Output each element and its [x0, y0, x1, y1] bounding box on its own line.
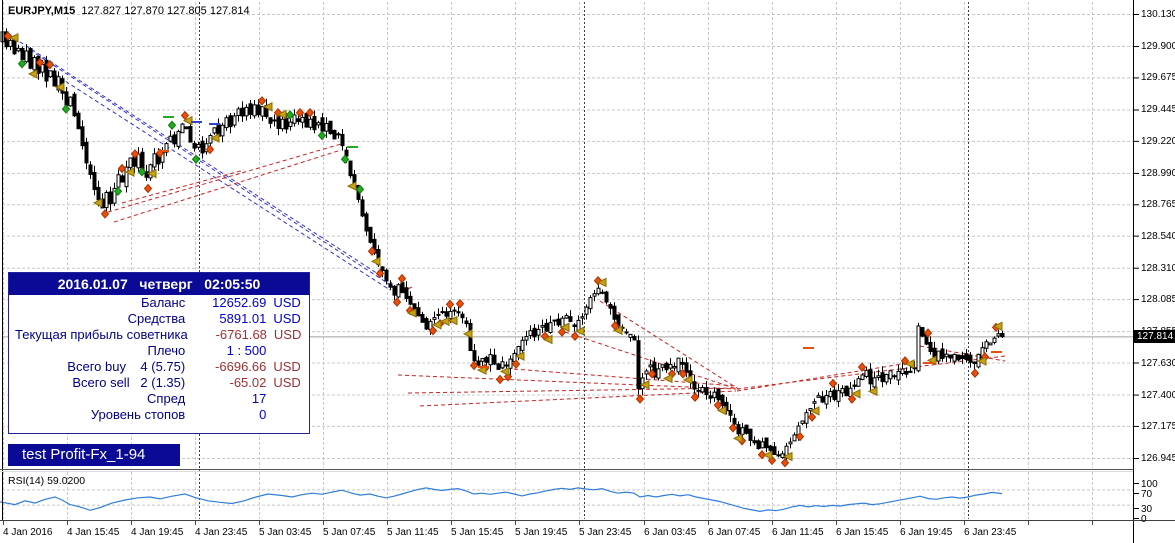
- panel-row: Средства 5891.01 USD: [9, 311, 309, 327]
- panel-row-unit: [266, 407, 309, 423]
- panel-row-unit: USD: [273, 295, 301, 310]
- panel-row-label: Текущая прибыль советника: [15, 327, 188, 342]
- price-axis-label: 127.175: [1141, 420, 1175, 432]
- time-axis-label: 4 Jan 2016: [3, 527, 53, 538]
- rsi-axis-label: 0: [1141, 514, 1147, 525]
- panel-row-value: 5891.01: [219, 311, 267, 326]
- time-axis-label: 4 Jan 15:45: [67, 527, 120, 538]
- panel-row: Всего sell 2 (1.35) -65.02 USD: [9, 375, 309, 391]
- panel-row-unit: USD: [273, 359, 301, 374]
- rsi-line: [0, 487, 1003, 513]
- time-axis-label: 5 Jan 23:45: [579, 527, 632, 538]
- current-price-box: 127.814: [1134, 330, 1175, 343]
- price-axis-label: 129.900: [1141, 41, 1175, 53]
- price-axis-label: 130.130: [1141, 9, 1175, 20]
- trendline-layer: [13, 37, 1006, 407]
- price-axis-label: 129.675: [1141, 72, 1175, 84]
- chart-title: EURJPY,M15 127.827 127.870 127.805 127.8…: [8, 5, 250, 17]
- panel-row-unit: USD: [273, 327, 302, 342]
- panel-row-unit: USD: [273, 375, 301, 390]
- price-axis-label: 126.945: [1141, 452, 1175, 464]
- day-separator-layer: [199, 2, 969, 519]
- panel-row-label: Средства: [127, 311, 186, 326]
- panel-row-label: Уровень стопов: [90, 407, 186, 422]
- panel-rows: Баланс 12652.69 USD Средства 5891.01 USD Текущ…: [9, 295, 309, 423]
- panel-row-label: Спред: [147, 391, 186, 406]
- panel-row-value: 17: [251, 391, 267, 406]
- price-axis-label: 128.310: [1141, 262, 1175, 274]
- time-axis-label: 5 Jan 03:45: [259, 527, 312, 538]
- panel-row-value: -6696.66: [215, 359, 267, 374]
- panel-row: Текущая прибыль советника -6761.68 USD: [9, 327, 309, 343]
- panel-header-datetime: 2016.01.07 четверг 02:05:50: [9, 273, 309, 295]
- time-axis-label: 4 Jan 19:45: [131, 527, 184, 538]
- time-axis-label: 5 Jan 15:45: [451, 527, 504, 538]
- rsi-axis-label: 100: [1141, 479, 1158, 490]
- price-axis-label: 129.445: [1141, 104, 1175, 116]
- symbol-period-label: EURJPY,M15: [8, 5, 76, 17]
- time-axis-label: 5 Jan 19:45: [515, 527, 568, 538]
- price-axis-label: 127.400: [1141, 389, 1175, 401]
- price-axis-label: 128.765: [1141, 199, 1175, 211]
- price-axis-label: 128.540: [1141, 230, 1175, 242]
- panel-row-label: Всего sell 2 (1.35): [72, 375, 186, 390]
- time-axis-label: 6 Jan 15:45: [836, 527, 889, 538]
- price-axis-label: 129.220: [1141, 135, 1175, 147]
- signal-markers-layer: [3, 31, 1003, 468]
- rsi-axis-label: 30: [1141, 504, 1153, 515]
- panel-row: Уровень стопов 0: [9, 407, 309, 423]
- grid-layer: [2, 2, 1133, 519]
- panel-row-value: -6761.68: [215, 327, 267, 342]
- panel-row-value: -65.02: [229, 375, 267, 390]
- panel-row: Всего buy 4 (5.75) -6696.66 USD: [9, 359, 309, 375]
- time-axis-label: 6 Jan 07:45: [708, 527, 761, 538]
- time-axis-label: 6 Jan 03:45: [644, 527, 697, 538]
- panel-row: Спред 17: [9, 391, 309, 407]
- ea-info-panel: 2016.01.07 четверг 02:05:50 Баланс 12652.…: [8, 272, 310, 434]
- time-axis-label: 4 Jan 23:45: [195, 527, 248, 538]
- ea-name-badge: test Profit-Fx_1-94: [8, 444, 180, 466]
- panel-row-label: Плечо: [147, 343, 186, 358]
- panel-row-unit: [266, 391, 309, 407]
- time-axis-label: 6 Jan 23:45: [964, 527, 1017, 538]
- rsi-indicator-label: RSI(14) 59.0200: [8, 475, 86, 487]
- time-axis-label: 5 Jan 07:45: [323, 527, 376, 538]
- rsi-axis-label: 70: [1141, 489, 1153, 500]
- price-axis-label: 127.630: [1141, 357, 1175, 369]
- time-axis-label: 6 Jan 19:45: [900, 527, 953, 538]
- panel-row: Баланс 12652.69 USD: [9, 295, 309, 311]
- ohlc-values: 127.827 127.870 127.805 127.814: [81, 5, 250, 17]
- panel-row-unit: [266, 343, 309, 359]
- panel-row: Плечо 1 : 500: [9, 343, 309, 359]
- panel-row-value: 1 : 500: [226, 343, 267, 358]
- price-axis-label: 128.990: [1141, 167, 1175, 179]
- panel-row-value: 12652.69: [212, 295, 267, 310]
- panel-row-label: Баланс: [140, 295, 186, 310]
- panel-row-label: Всего buy 4 (5.75): [67, 359, 186, 374]
- panel-row-unit: USD: [273, 311, 301, 326]
- panel-row-value: 0: [259, 407, 267, 422]
- time-axis-label: 6 Jan 11:45: [772, 527, 824, 538]
- time-axis-label: 5 Jan 11:45: [387, 527, 439, 538]
- price-axis-label: 128.085: [1141, 294, 1175, 306]
